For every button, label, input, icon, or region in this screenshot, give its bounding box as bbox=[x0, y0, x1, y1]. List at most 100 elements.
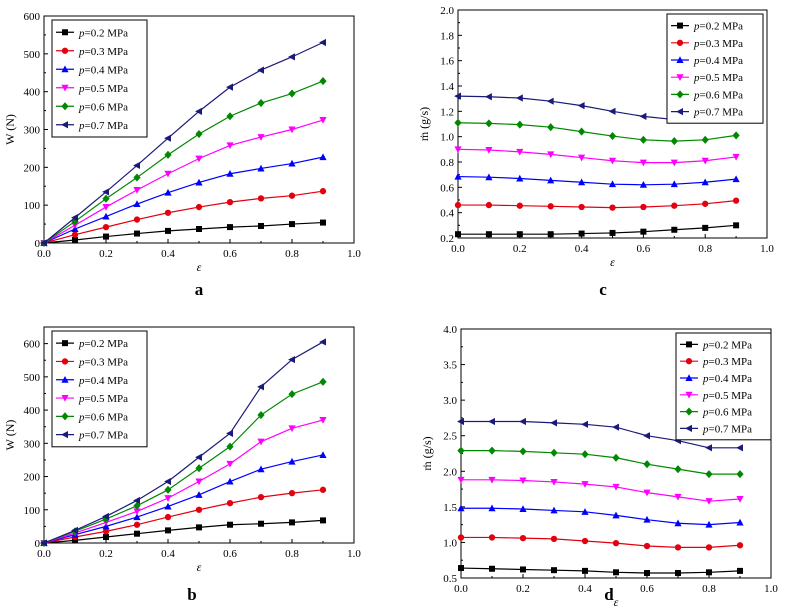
data-point bbox=[257, 66, 264, 74]
data-point bbox=[578, 230, 585, 237]
data-point bbox=[550, 478, 558, 486]
legend-label-prefix: p bbox=[702, 356, 709, 368]
y-tick-label: 1.5 bbox=[443, 502, 457, 514]
y-tick-label: 1.8 bbox=[440, 30, 454, 42]
data-point bbox=[319, 117, 327, 124]
data-point bbox=[581, 450, 589, 459]
data-point bbox=[670, 137, 678, 146]
data-point bbox=[547, 231, 554, 238]
series-2 bbox=[454, 197, 740, 211]
data-point bbox=[547, 176, 555, 184]
data-point bbox=[71, 214, 78, 222]
y-tick-label: 1.0 bbox=[443, 537, 457, 549]
legend-label-value: =0.6 MPa bbox=[709, 407, 753, 419]
series-3 bbox=[457, 504, 744, 528]
legend-label-prefix: p bbox=[702, 407, 709, 419]
x-tick-label: 0.6 bbox=[640, 583, 654, 595]
legend-label-value: =0.7 MPa bbox=[709, 423, 753, 435]
data-point bbox=[320, 517, 326, 524]
data-point bbox=[732, 153, 740, 161]
x-tick-label: 1.0 bbox=[347, 548, 361, 560]
legend-marker bbox=[61, 376, 69, 383]
data-point bbox=[547, 203, 554, 210]
legend-box bbox=[675, 332, 772, 441]
data-point bbox=[516, 202, 523, 209]
data-point bbox=[546, 97, 554, 105]
legend-marker bbox=[61, 431, 68, 439]
data-point bbox=[578, 127, 586, 136]
data-point bbox=[257, 134, 265, 141]
legend-label-prefix: p bbox=[693, 55, 700, 67]
series-2 bbox=[40, 188, 327, 247]
legend-marker bbox=[676, 74, 684, 81]
series-5 bbox=[457, 446, 744, 479]
data-point bbox=[488, 417, 495, 426]
data-point bbox=[133, 173, 141, 182]
data-point bbox=[102, 515, 110, 524]
data-point bbox=[257, 98, 265, 108]
y-tick-label: 0 bbox=[35, 238, 41, 250]
data-point bbox=[519, 417, 526, 426]
data-point bbox=[102, 223, 110, 231]
legend-label-value: =0.5 MPa bbox=[85, 83, 129, 95]
series-line bbox=[43, 419, 324, 544]
data-point bbox=[455, 231, 461, 238]
data-point bbox=[164, 134, 171, 142]
data-point bbox=[705, 544, 713, 551]
x-tick-label: 1.0 bbox=[347, 248, 361, 260]
data-point bbox=[195, 155, 203, 163]
data-point bbox=[454, 118, 462, 127]
x-tick-label: 0.4 bbox=[161, 248, 175, 260]
data-point bbox=[581, 537, 589, 545]
y-tick-label: 300 bbox=[24, 125, 41, 137]
data-point bbox=[40, 539, 47, 547]
y-tick-label: 1.4 bbox=[440, 81, 454, 93]
data-point bbox=[134, 230, 140, 237]
series-1 bbox=[458, 565, 743, 577]
data-point bbox=[674, 519, 682, 527]
legend-label-prefix: p bbox=[78, 46, 85, 58]
legend-label: p=0.7 MPa bbox=[702, 423, 752, 435]
data-point bbox=[195, 464, 203, 473]
x-tick-label: 0.0 bbox=[454, 583, 468, 595]
panel-label: a bbox=[195, 280, 204, 299]
panel-label: b bbox=[187, 585, 196, 604]
y-tick-label: 0 bbox=[35, 538, 41, 550]
y-tick-label: 2.0 bbox=[443, 466, 457, 478]
data-point bbox=[706, 569, 712, 576]
chart-panel-a: 0.0 0.2 0.4 0.6 0.8 1.0 0 100 200 300 400 500 600 ε W … bbox=[3, 11, 361, 299]
y-axis-label: ṁ (g/s) bbox=[417, 107, 431, 141]
series-1 bbox=[41, 219, 326, 246]
data-point bbox=[164, 485, 172, 494]
legend-label-prefix: p bbox=[78, 356, 85, 368]
data-point bbox=[258, 222, 264, 229]
data-point bbox=[195, 178, 203, 186]
series-4 bbox=[454, 146, 740, 167]
data-point bbox=[674, 544, 682, 551]
data-point bbox=[608, 107, 616, 115]
data-point bbox=[103, 233, 109, 240]
legend-label-prefix: p bbox=[78, 120, 85, 132]
data-point bbox=[164, 188, 172, 196]
series-line bbox=[43, 381, 324, 544]
y-tick-label: 600 bbox=[24, 11, 41, 23]
data-point bbox=[227, 521, 233, 528]
series-line bbox=[43, 341, 324, 544]
series-line bbox=[461, 420, 740, 449]
legend-label: p=0.5 MPa bbox=[702, 390, 752, 402]
legend-label-prefix: p bbox=[78, 83, 85, 95]
data-point bbox=[257, 411, 265, 420]
legend-marker bbox=[62, 340, 68, 347]
legend-label-value: =0.2 MPa bbox=[85, 27, 129, 39]
legend-label-value: =0.3 MPa bbox=[700, 38, 744, 50]
data-point bbox=[133, 187, 141, 194]
data-point bbox=[71, 526, 78, 534]
legend-marker bbox=[61, 102, 69, 111]
data-point bbox=[288, 425, 296, 433]
data-point bbox=[702, 200, 709, 207]
x-axis-label: ε bbox=[610, 255, 615, 269]
data-point bbox=[257, 383, 264, 391]
y-tick-label: 100 bbox=[24, 200, 41, 212]
chart-panel-c: 0.0 0.2 0.4 0.6 0.8 1.00.20.40.60.81.01.21.41… bbox=[417, 5, 774, 299]
data-point bbox=[578, 154, 586, 162]
